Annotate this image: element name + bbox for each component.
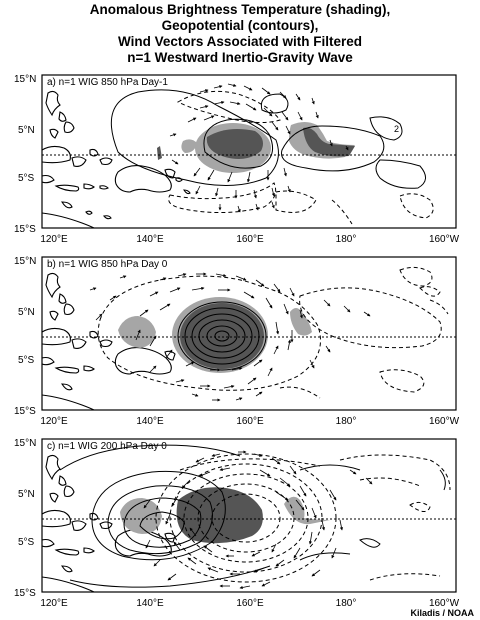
lat-label-5n: 5°N (18, 307, 35, 318)
lon-axis-b: 120°E 140°E 160°E 180° 160°W (40, 416, 459, 427)
lon-label-120e: 120°E (40, 416, 68, 427)
panel-label-b: b) n=1 WIG 850 hPa Day 0 (47, 259, 168, 270)
negative-contours-c (155, 453, 451, 583)
title-line-1: Anomalous Brightness Temperature (shadin… (89, 2, 391, 17)
lat-axis-c: 15°N 5°N 5°S 15°S (14, 438, 36, 599)
lon-label-120e: 120°E (40, 598, 68, 609)
wind-vectors-a (169, 83, 349, 213)
negative-contours-b (97, 266, 449, 399)
lat-axis-b: 15°N 5°N 5°S 15°S (14, 256, 36, 417)
panel-label-c: c) n=1 WIG 200 hPa Day 0 (47, 441, 167, 452)
coastline-c (42, 454, 176, 592)
lon-label-160w: 160°W (429, 598, 460, 609)
title-line-2: Geopotential (contours), (161, 18, 319, 33)
title-line-3: Wind Vectors Associated with Filtered (118, 34, 362, 49)
lat-label-5s: 5°S (18, 355, 35, 366)
wind-vectors-c (143, 450, 373, 590)
lon-label-120e: 120°E (40, 234, 68, 245)
lat-label-5n: 5°N (18, 125, 35, 136)
lon-label-160w: 160°W (429, 234, 460, 245)
panel-frame-c (41, 438, 457, 593)
figure-title: Anomalous Brightness Temperature (shadin… (0, 2, 480, 66)
lon-axis-a: 120°E 140°E 160°E 180° 160°W (40, 234, 459, 245)
wind-vectors-b (89, 272, 371, 402)
lon-label-160w: 160°W (429, 416, 460, 427)
lon-label-140e: 140°E (136, 234, 164, 245)
coastline-a (42, 90, 191, 228)
lat-label-15s: 15°S (14, 224, 36, 235)
brightness-shading-a (157, 122, 355, 173)
credit-label: Kiladis / NOAA (410, 608, 474, 618)
lat-label-15n: 15°N (14, 256, 36, 267)
lon-label-160e: 160°E (236, 598, 264, 609)
lon-label-160e: 160°E (236, 234, 264, 245)
panel-a: a) n=1 WIG 850 hPa Day-1 2 15°N 5°N 5°S … (14, 74, 460, 245)
lon-label-140e: 140°E (136, 598, 164, 609)
coastline-b (42, 272, 176, 410)
lat-label-15n: 15°N (14, 74, 36, 85)
negative-contours-a (168, 90, 434, 225)
lon-label-180: 180° (336, 416, 357, 427)
lat-label-5s: 5°S (18, 173, 35, 184)
panel-c: c) n=1 WIG 200 hPa Day 0 15°N 5°N 5°S 15… (14, 438, 460, 609)
lat-label-5n: 5°N (18, 489, 35, 500)
geopotential-contours-b (177, 301, 267, 371)
panel-frame-b (41, 256, 457, 411)
lon-axis-c: 120°E 140°E 160°E 180° 160°W (40, 598, 459, 609)
panel-frame-a (41, 74, 457, 229)
contour-label-a: 2 (394, 124, 399, 134)
panel-b: b) n=1 WIG 850 hPa Day 0 15°N 5°N 5°S 15… (14, 256, 460, 427)
lat-label-5s: 5°S (18, 537, 35, 548)
title-line-4: n=1 Westward Inertio-Gravity Wave (127, 50, 353, 65)
lon-label-160e: 160°E (236, 416, 264, 427)
panel-label-a: a) n=1 WIG 850 hPa Day-1 (47, 77, 168, 88)
geopotential-contours-a (110, 89, 426, 189)
lon-label-180: 180° (336, 598, 357, 609)
lat-axis-a: 15°N 5°N 5°S 15°S (14, 74, 36, 235)
lon-label-180: 180° (336, 234, 357, 245)
lat-label-15n: 15°N (14, 438, 36, 449)
lat-label-15s: 15°S (14, 588, 36, 599)
lon-label-140e: 140°E (136, 416, 164, 427)
lat-label-15s: 15°S (14, 406, 36, 417)
